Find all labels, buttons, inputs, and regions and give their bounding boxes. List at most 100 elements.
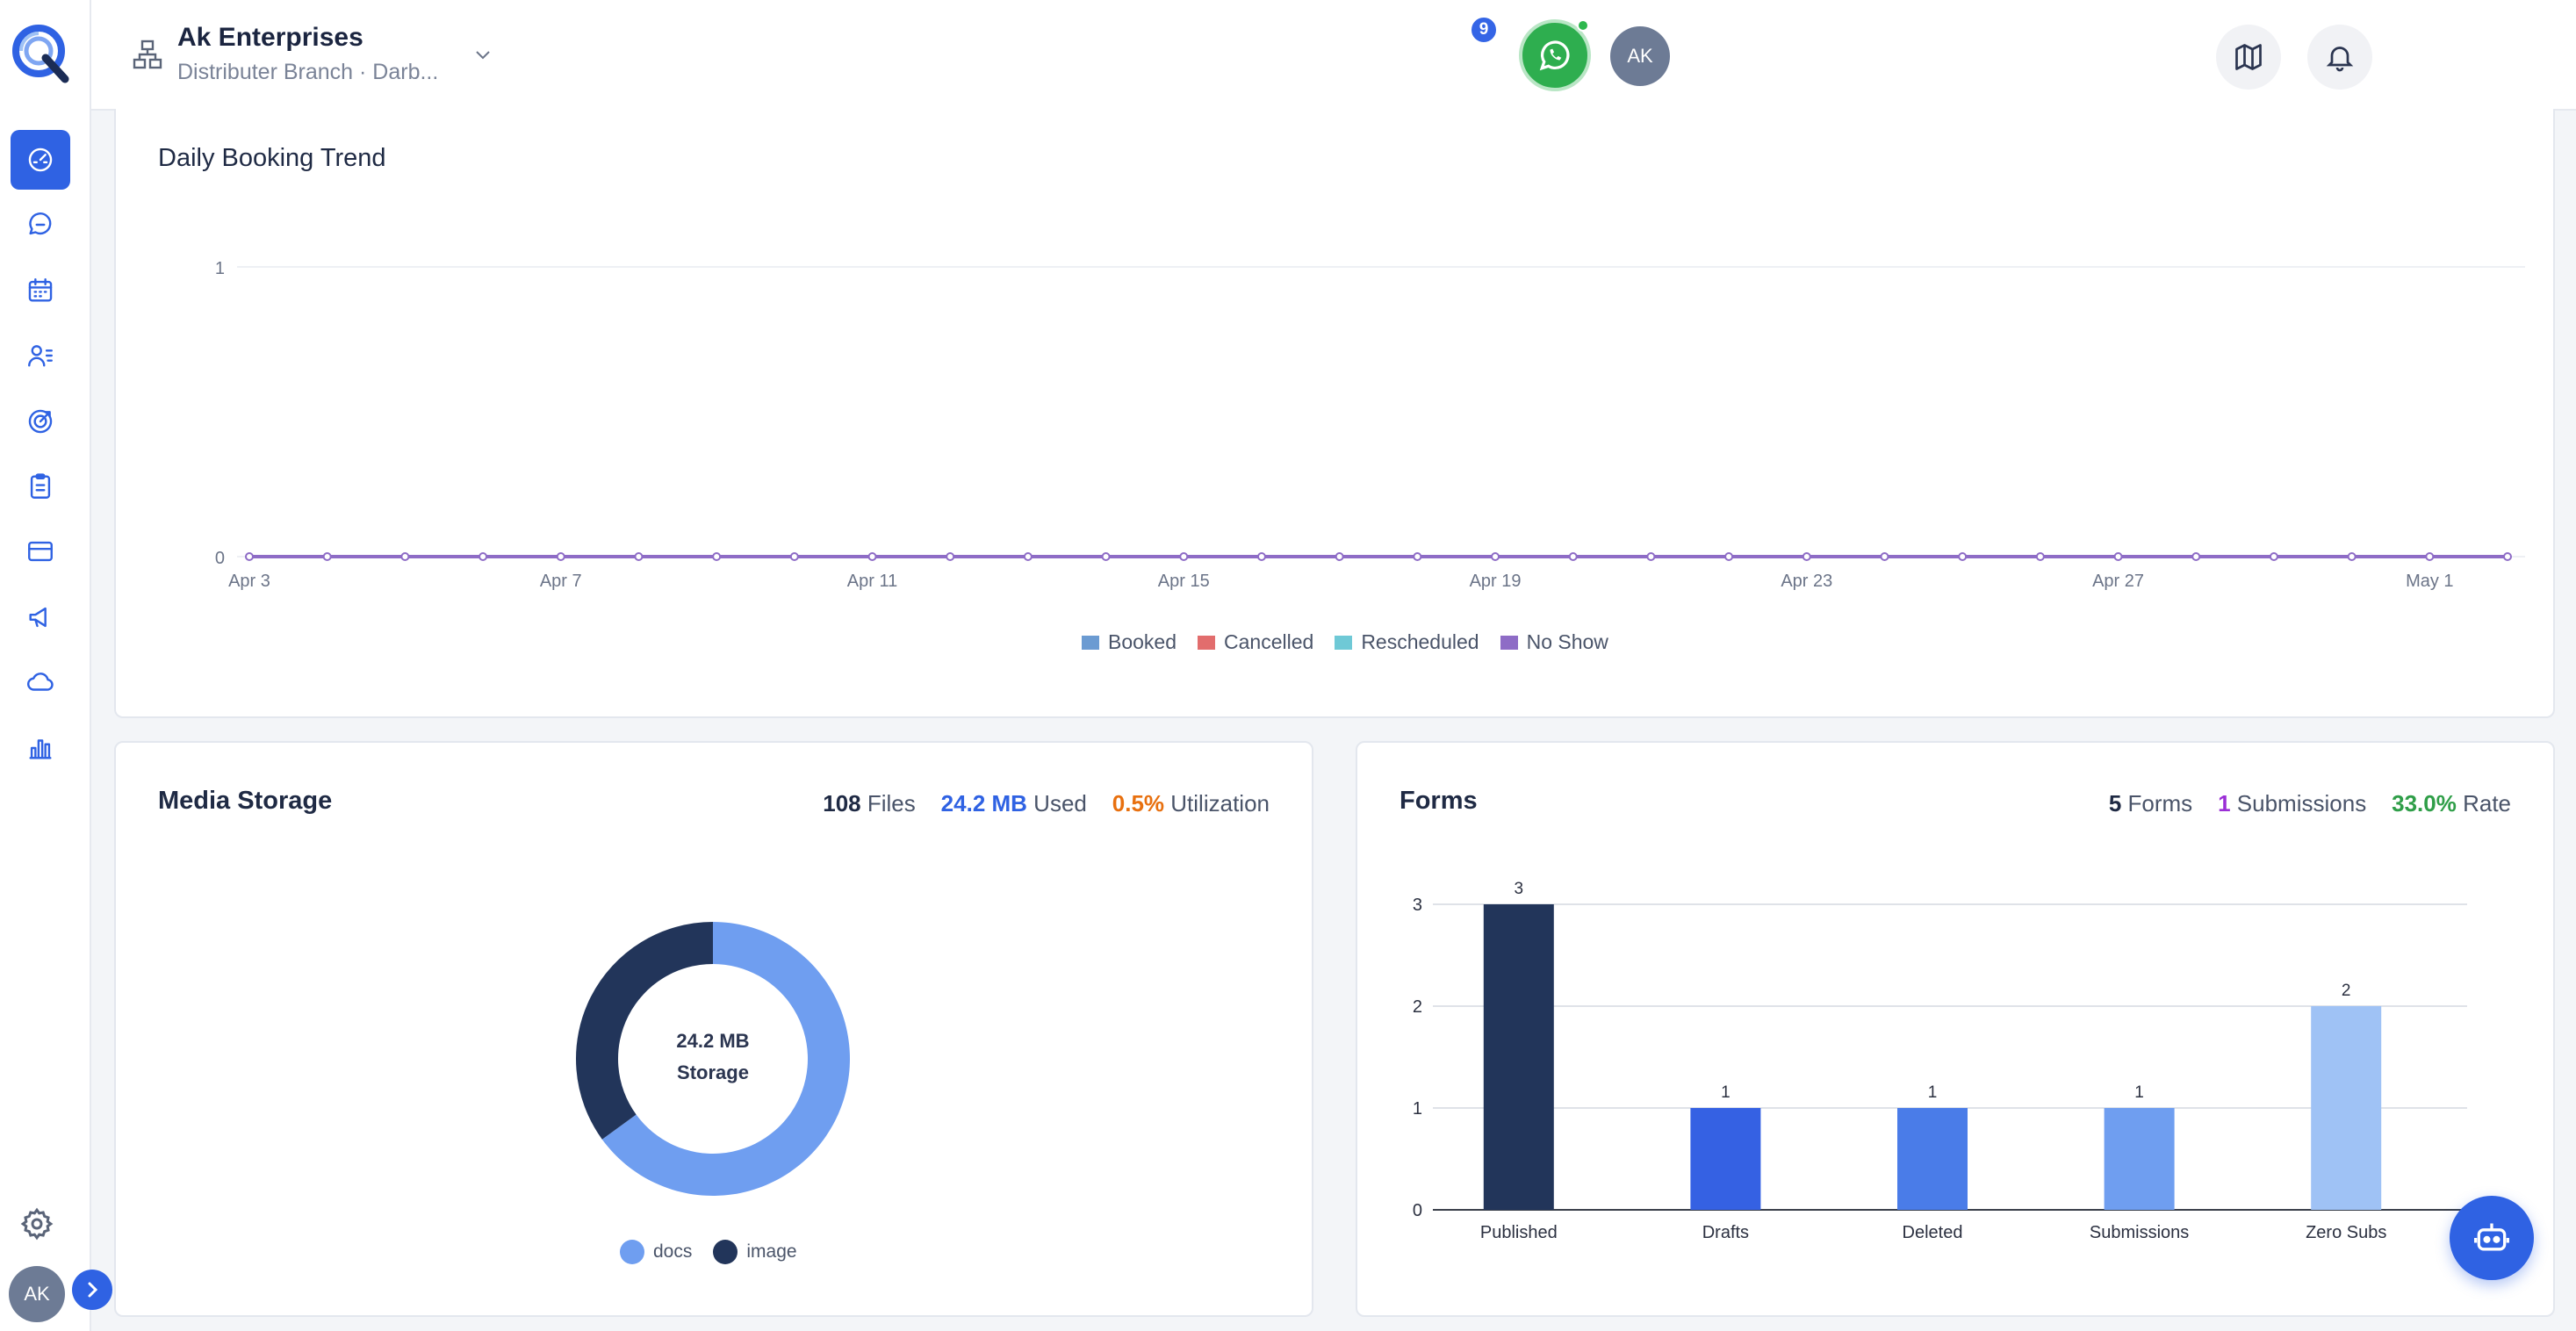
x-tick-label: May 1 <box>2406 572 2453 591</box>
data-point <box>2035 552 2045 561</box>
sidebar-item-cloud[interactable] <box>11 652 70 712</box>
user-avatar[interactable]: AK <box>1610 26 1670 86</box>
top-header: Ak Enterprises Distributer Branch · Darb… <box>91 0 2576 111</box>
data-point <box>1023 552 1033 561</box>
legend-item[interactable]: Cancelled <box>1198 630 1313 654</box>
megaphone-icon <box>29 607 47 627</box>
submissions-count: 1 <box>2218 790 2231 817</box>
legend-item[interactable]: No Show <box>1500 630 1608 654</box>
x-tick-label: Apr 7 <box>540 572 582 591</box>
x-tick-label: Apr 23 <box>1781 572 1832 591</box>
legend-label: docs <box>653 1241 693 1262</box>
org-branch[interactable]: Distributer Branch · Darb... <box>177 60 439 84</box>
submissions-label: Submissions <box>2236 790 2367 817</box>
data-point <box>789 552 799 561</box>
rate-label: Rate <box>2463 790 2511 817</box>
data-point <box>1646 552 1656 561</box>
sidebar-item-target[interactable] <box>11 392 70 451</box>
y-tick-label: 1 <box>215 259 225 278</box>
utilization-label: Utilization <box>1170 790 1270 817</box>
card-title: Media Storage <box>158 787 333 815</box>
data-label: 1 <box>1928 1083 1938 1102</box>
rate-value: 33.0% <box>2392 790 2457 817</box>
x-tick-label: Zero Subs <box>2306 1223 2386 1242</box>
dashboard-icon <box>28 147 53 172</box>
sidebar-item-clipboard[interactable] <box>11 457 70 516</box>
legend-swatch <box>1500 635 1518 650</box>
x-tick-label: Apr 19 <box>1470 572 1522 591</box>
data-point <box>1491 552 1500 561</box>
expand-sidebar-button[interactable] <box>72 1270 112 1310</box>
target-icon <box>28 409 53 433</box>
data-label: 3 <box>1515 880 1524 898</box>
app-logo[interactable] <box>7 16 70 86</box>
bar-deleted <box>1897 1108 1968 1210</box>
donut-slice-docs <box>601 922 850 1196</box>
data-point <box>946 552 955 561</box>
legend-swatch <box>1082 635 1099 650</box>
org-name[interactable]: Ak Enterprises <box>177 23 363 52</box>
map-button[interactable] <box>2216 25 2281 90</box>
legend-swatch <box>713 1240 738 1264</box>
x-tick-label: Submissions <box>2090 1223 2189 1242</box>
notifications-button[interactable] <box>2307 25 2372 90</box>
storage-legend: docs image <box>620 1240 809 1264</box>
data-point <box>2503 552 2512 561</box>
sidebar-item-megaphone[interactable] <box>11 587 70 647</box>
legend-swatch <box>1198 635 1216 650</box>
data-point <box>712 552 722 561</box>
whatsapp-icon <box>1539 40 1570 71</box>
data-point <box>1958 552 1968 561</box>
data-point <box>1101 552 1111 561</box>
chevron-down-icon[interactable] <box>472 44 493 65</box>
data-label: 1 <box>1721 1083 1731 1102</box>
trend-legend: Booked Cancelled Rescheduled No Show <box>1082 630 1621 654</box>
media-stats: 108 Files 24.2 MB Used 0.5% Utilization <box>823 790 1270 817</box>
bar-chart-icon <box>29 738 52 759</box>
sidebar-item-bar-chart[interactable] <box>11 718 70 778</box>
contacts-icon <box>28 345 53 367</box>
legend-item[interactable]: Rescheduled <box>1335 630 1479 654</box>
sidebar-item-calendar[interactable] <box>11 261 70 320</box>
used-label: Used <box>1033 790 1087 817</box>
sidebar: AK <box>0 0 112 1331</box>
data-point <box>1179 552 1189 561</box>
card-title: Forms <box>1400 787 1478 815</box>
sidebar-avatar[interactable]: AK <box>9 1266 65 1322</box>
data-point <box>2269 552 2278 561</box>
sidebar-item-card[interactable] <box>11 522 70 581</box>
chatbot-button[interactable] <box>2450 1196 2534 1280</box>
legend-item[interactable]: Booked <box>1082 630 1176 654</box>
data-point <box>245 552 254 561</box>
sidebar-item-chat[interactable] <box>11 195 70 255</box>
booking-trend-chart: 0 1 Apr 3 Apr 7 Apr 11 Apr 15 Apr 19 Apr 23 Apr … <box>215 259 2525 591</box>
legend-item[interactable]: docs <box>620 1240 692 1264</box>
forms-count: 5 <box>2108 790 2122 817</box>
forms-stats: 5 Forms 1 Submissions 33.0% Rate <box>2109 790 2511 817</box>
whatsapp-button[interactable] <box>1519 19 1591 91</box>
x-tick-label: Drafts <box>1702 1223 1749 1242</box>
data-point <box>322 552 332 561</box>
x-tick-label: Deleted <box>1903 1223 1963 1242</box>
legend-item[interactable]: image <box>713 1240 797 1264</box>
legend-label: image <box>746 1241 797 1262</box>
sidebar-item-contacts[interactable] <box>11 326 70 385</box>
forms-card: Forms 5 Forms 1 Submissions 33.0% Rate 0… <box>1356 741 2555 1317</box>
y-tick-label: 0 <box>1413 1201 1422 1220</box>
data-point <box>1568 552 1578 561</box>
forms-bar-chart: 0 1 2 3 3 Published 1 Drafts 1 Deleted 1 Submission… <box>1413 880 2467 1242</box>
x-tick-label: Published <box>1480 1223 1558 1242</box>
used-value: 24.2 MB <box>940 790 1027 817</box>
data-point <box>1413 552 1422 561</box>
donut-center-caption: Storage <box>677 1061 749 1083</box>
sidebar-item-dashboard[interactable] <box>11 130 70 190</box>
chevron-right-icon <box>88 1282 98 1298</box>
data-point <box>400 552 410 561</box>
robot-icon <box>2474 1223 2509 1251</box>
bar-drafts <box>1690 1108 1761 1210</box>
data-point <box>2191 552 2201 561</box>
x-tick-label: Apr 11 <box>847 572 897 591</box>
data-point <box>1802 552 1811 561</box>
bar-zero-subs <box>2311 1006 2382 1210</box>
settings-icon[interactable] <box>19 1206 54 1241</box>
